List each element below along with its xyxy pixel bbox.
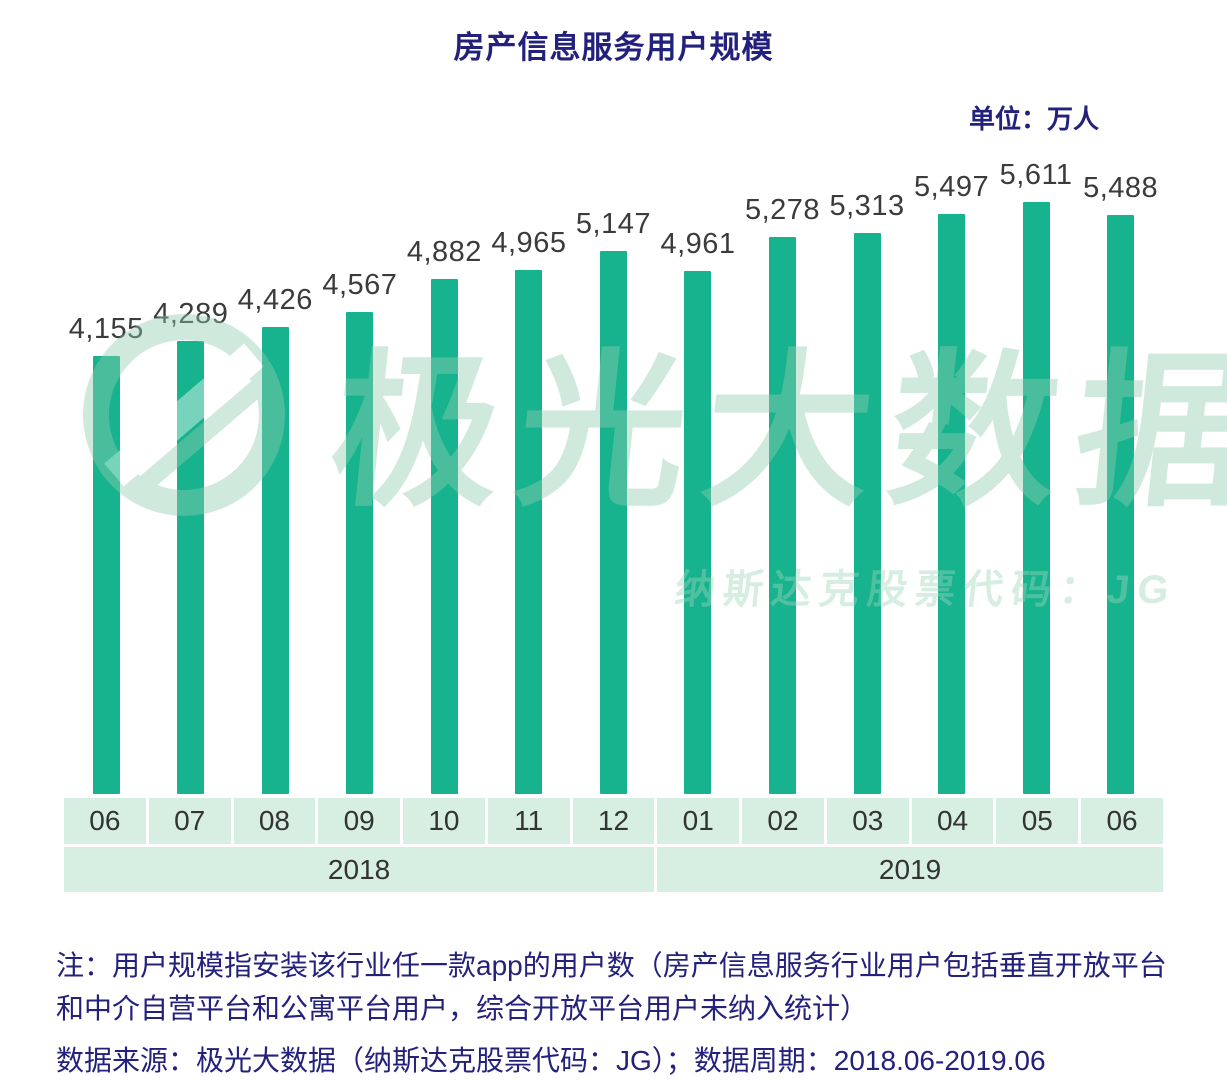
bar-value-label: 4,289 [153, 298, 229, 330]
bar-column: 5,147 [571, 208, 656, 794]
axis-months: 06 07 08 09 10 11 12 01 02 03 04 05 06 [64, 798, 1163, 844]
bar-column: 5,488 [1078, 172, 1163, 794]
bar-column: 5,611 [994, 159, 1079, 794]
bar-value-label: 5,278 [744, 194, 821, 226]
bar [430, 279, 458, 794]
bar-column: 4,155 [64, 313, 149, 794]
year-group-label: 2018 [64, 847, 655, 892]
bar-value-label: 4,426 [237, 284, 313, 316]
month-tick-label: 03 [826, 798, 909, 844]
bar-column: 5,278 [740, 194, 825, 794]
bar-value-label: 5,147 [575, 208, 651, 240]
bar-column: 4,965 [487, 227, 572, 794]
bar-value-label: 5,313 [829, 190, 905, 222]
bar-value-label: 4,155 [68, 313, 144, 345]
note-definition: 注：用户规模指安装该行业任一款app的用户数（房产信息服务行业用户包括垂直开放平… [56, 950, 1167, 1025]
bar-column: 4,426 [233, 284, 318, 794]
bar [1022, 202, 1050, 794]
month-tick-label: 08 [233, 798, 316, 844]
bar-column: 4,289 [149, 298, 234, 794]
bar [684, 271, 712, 794]
bar [1107, 215, 1135, 794]
bar [515, 270, 543, 794]
bar-value-label: 4,567 [322, 269, 398, 301]
month-tick-label: 06 [1081, 798, 1163, 844]
bar-column: 5,497 [909, 171, 994, 794]
chart-area: 极光大数据 纳斯达克股票代码：JG 4,155 4,289 4,426 4,567 4,… [64, 146, 1227, 892]
bar-plot: 4,155 4,289 4,426 4,567 4,882 4,965 5,147 4,961… [64, 146, 1163, 794]
bar-column: 4,882 [402, 236, 487, 794]
month-tick-label: 05 [996, 798, 1079, 844]
unit-label: 单位：万人 [968, 104, 1099, 134]
bar-value-label: 5,611 [999, 159, 1073, 191]
chart-title: 房产信息服务用户规模 [453, 30, 774, 65]
bar [177, 341, 205, 794]
bar-value-label: 5,497 [914, 171, 990, 203]
month-tick-label: 07 [148, 798, 231, 844]
bar-value-label: 4,965 [491, 227, 567, 259]
year-group-label: 2019 [657, 847, 1163, 892]
bar-value-label: 4,882 [406, 236, 482, 268]
bar-column: 5,313 [825, 190, 910, 794]
notes: 注：用户规模指安装该行业任一款app的用户数（房产信息服务行业用户包括垂直开放平… [56, 944, 1171, 1082]
bar [853, 233, 881, 794]
bar [599, 251, 627, 794]
bar [92, 356, 120, 794]
bar [769, 237, 797, 794]
bar-column: 4,567 [318, 269, 403, 794]
axis-years: 2018 2019 [64, 847, 1163, 892]
month-tick-label: 11 [487, 798, 570, 844]
bar-value-label: 5,488 [1083, 172, 1159, 204]
bar [346, 312, 374, 794]
month-tick-label: 09 [318, 798, 401, 844]
month-tick-label: 01 [657, 798, 740, 844]
month-tick-label: 06 [64, 798, 146, 844]
month-tick-label: 04 [911, 798, 994, 844]
month-tick-label: 10 [403, 798, 485, 844]
bar [938, 214, 966, 794]
bar-column: 4,961 [656, 228, 741, 794]
bar-value-label: 4,961 [660, 228, 736, 260]
bar [261, 327, 289, 794]
month-tick-label: 02 [742, 798, 824, 844]
month-tick-label: 12 [572, 798, 655, 844]
note-source: 数据来源：极光大数据（纳斯达克股票代码：JG）；数据周期：2018.06-201… [56, 1044, 1046, 1076]
